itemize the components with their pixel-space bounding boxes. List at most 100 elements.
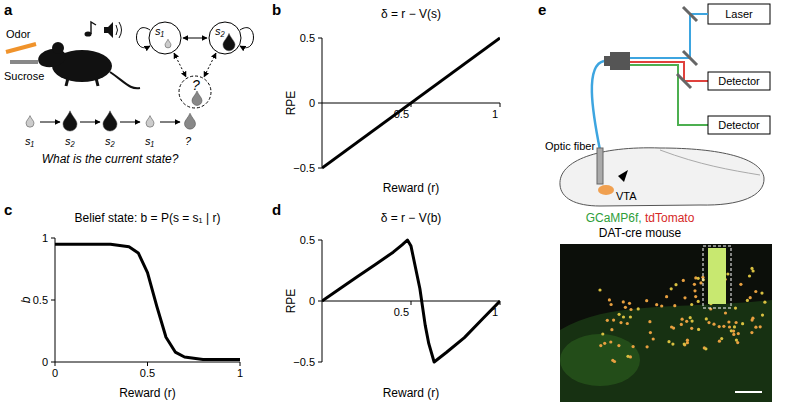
cell (680, 323, 683, 326)
sequence-drop (146, 116, 154, 128)
cell (610, 328, 613, 331)
cell (736, 341, 739, 344)
cell (733, 325, 736, 328)
x-tick (147, 362, 148, 366)
green-beam (630, 65, 708, 125)
vta-region (598, 185, 614, 195)
y-tick (318, 103, 322, 104)
panel-label: c (4, 201, 12, 218)
state-node (179, 76, 211, 108)
cell (718, 325, 721, 328)
y-tick (318, 301, 322, 302)
cell (689, 316, 692, 319)
cell (754, 290, 757, 293)
cell (649, 331, 652, 334)
fiber-outline (703, 246, 731, 308)
fiber-label: Optic fiber (545, 140, 595, 152)
cell (697, 277, 700, 280)
objective (604, 52, 630, 70)
sequence-label: s₁ (25, 135, 35, 147)
cell (665, 295, 668, 298)
cell (652, 337, 655, 340)
data-line (322, 240, 500, 362)
vta-marker (618, 170, 628, 182)
indicator-red: tdTomato (645, 211, 695, 225)
cell (670, 287, 673, 290)
cell (619, 321, 622, 324)
cell (672, 327, 675, 330)
y-axis-label: RPE (284, 91, 298, 116)
optic-fiber (597, 148, 603, 184)
state-label: s₁ (155, 25, 165, 37)
cell (705, 317, 708, 320)
laser-box (708, 4, 770, 24)
state-drop (223, 33, 235, 50)
data-line (322, 38, 500, 168)
sequence-drop (185, 113, 196, 129)
x-tick-label: 1 (237, 367, 243, 379)
cell (691, 320, 694, 323)
cell (626, 322, 629, 325)
cell (655, 303, 658, 306)
x-tick (500, 103, 501, 107)
cell (671, 343, 674, 346)
y-tick-label: −0.5 (293, 356, 315, 368)
mouse-ear (52, 42, 64, 54)
self-loop (137, 28, 151, 48)
cell (751, 317, 754, 320)
plot-area (55, 244, 240, 359)
y-tick-label: 0 (309, 97, 315, 109)
cell (606, 319, 609, 322)
odor-label: Odor (6, 28, 31, 40)
mirror (683, 7, 697, 21)
sequence-label: s₂ (105, 135, 116, 147)
cell (685, 320, 688, 323)
sequence-drop (103, 111, 117, 131)
cell (646, 345, 649, 348)
x-tick (240, 362, 241, 366)
cell (760, 292, 763, 295)
y-tick-label: 0.5 (33, 294, 48, 306)
panel-e: eLaserDetectorDetectorOptic fiberVTAGCaM… (538, 1, 772, 402)
tissue-green (560, 334, 640, 386)
cell (611, 359, 614, 362)
cell (626, 355, 629, 358)
y-tick-label: 0.5 (300, 32, 315, 44)
y-tick (318, 168, 322, 169)
cell (622, 300, 625, 303)
state-label: s₂ (215, 25, 226, 37)
y-tick (318, 38, 322, 39)
state-label: ? (192, 77, 200, 93)
cell (697, 328, 700, 331)
cell (690, 303, 693, 306)
odor-port (6, 44, 36, 52)
mouse-tail (110, 72, 140, 88)
dichroic (683, 51, 697, 65)
plot-area (322, 240, 500, 362)
cell (618, 313, 621, 316)
y-tick-label: 0 (309, 295, 315, 307)
sequence-arrow (80, 122, 100, 123)
cell (699, 281, 702, 284)
sequence-drop (26, 116, 34, 128)
y-tick-label: −0.5 (293, 162, 315, 174)
chart-title: δ = r − V(b) (381, 211, 442, 225)
cell (735, 321, 738, 324)
detector-box (708, 116, 770, 134)
panel-label: e (538, 1, 546, 18)
cell (724, 311, 727, 314)
figure: aOdorSucroses₁s₂?s₁s₂s₂s₁?What is the cu… (0, 0, 787, 403)
fiber-track (708, 248, 726, 304)
cell (598, 288, 601, 291)
chart-b: bδ = r − V(s)−0.500.50.51RPEReward (r) (272, 1, 500, 195)
x-axis-label: Reward (r) (119, 386, 176, 400)
region-label: VTA (616, 190, 637, 202)
transition (174, 53, 186, 77)
panel-label: a (4, 1, 13, 18)
y-tick-label: 0.5 (300, 234, 315, 246)
y-tick (318, 362, 322, 363)
indicator-green: GCaMP6f, (586, 211, 645, 225)
cell (617, 344, 620, 347)
cell (759, 325, 762, 328)
mouse-legs (66, 78, 98, 86)
